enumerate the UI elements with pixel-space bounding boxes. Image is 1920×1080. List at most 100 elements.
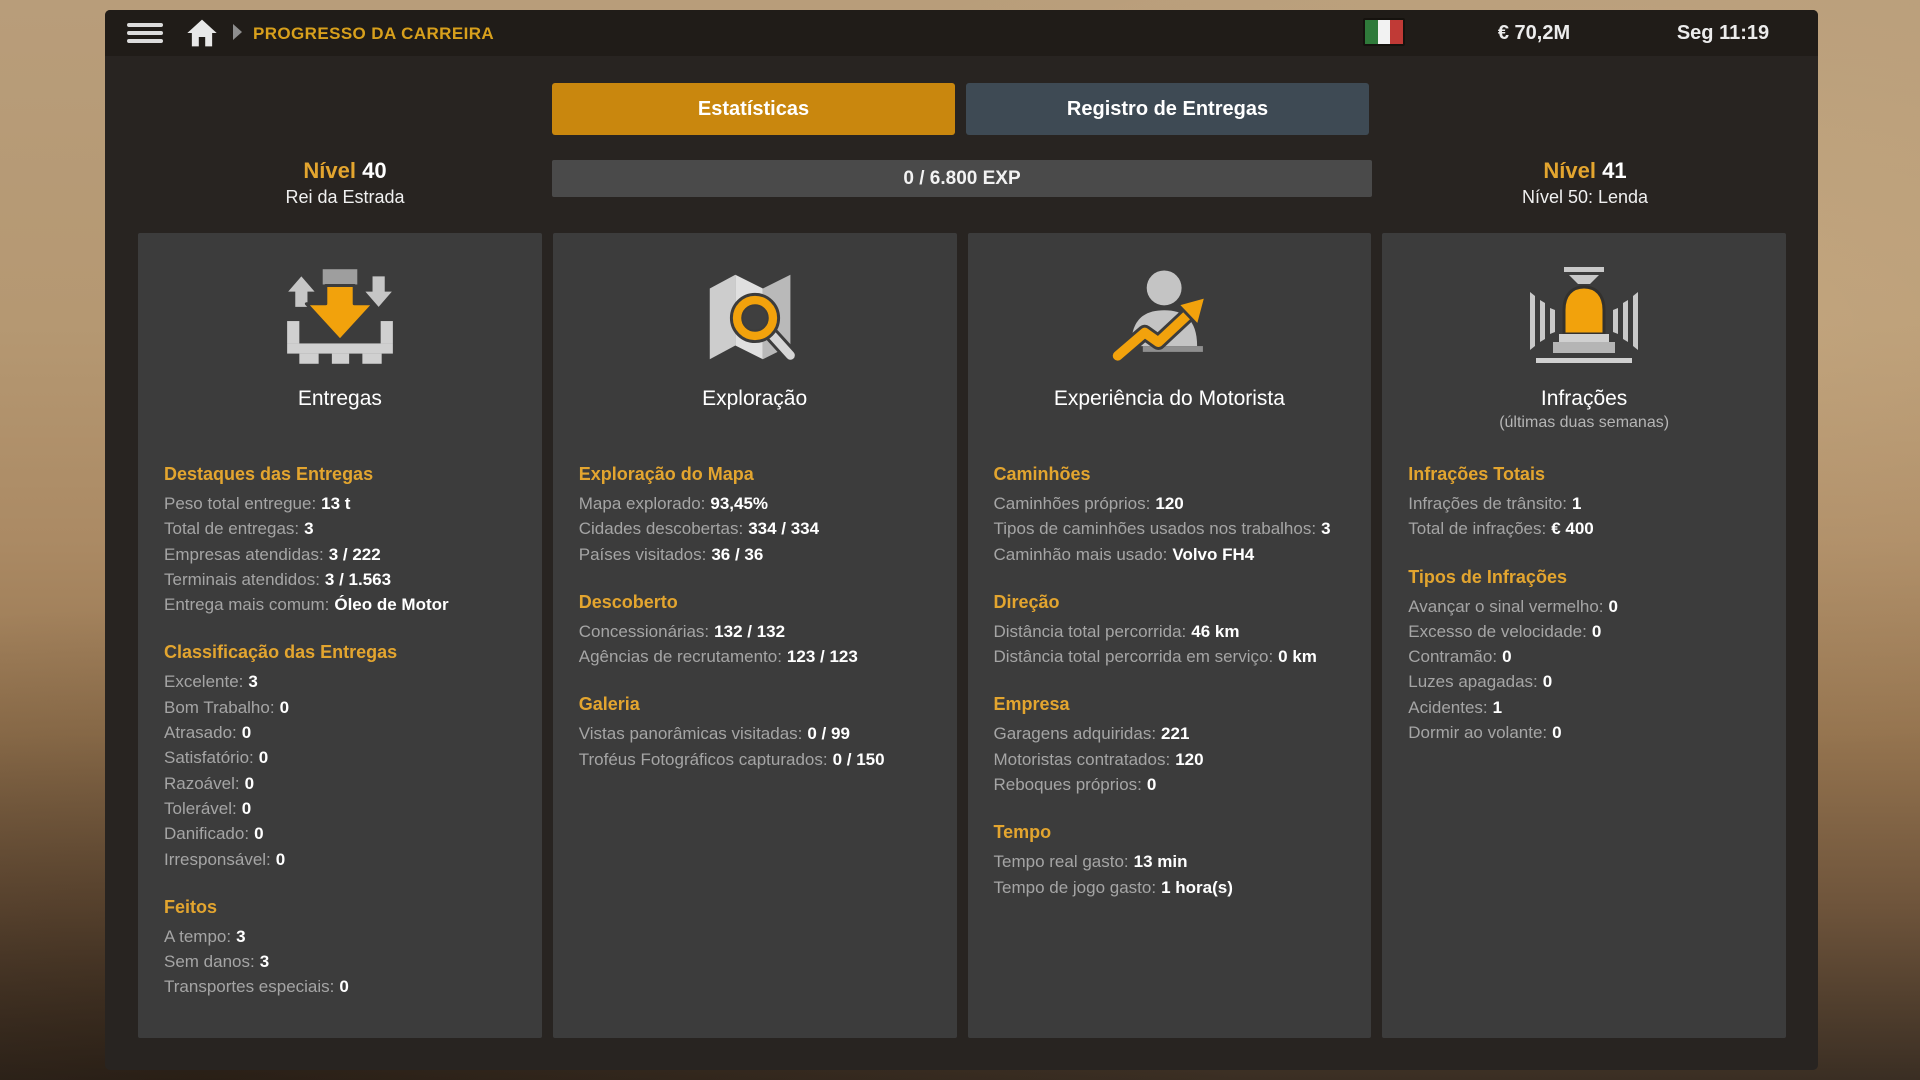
next-level: Nível 41: [1543, 158, 1627, 183]
stat-value: 36 / 36: [711, 544, 764, 564]
section-header: Descoberto: [578, 591, 678, 612]
exp-text: 0 / 6.800 EXP: [903, 167, 1021, 189]
stat-value: 334 / 334: [748, 519, 820, 539]
stat-row: A tempo: 3: [164, 924, 516, 949]
stats-section: Infrações Totais Infrações de trânsito: 1…: [1408, 462, 1760, 542]
card-title: Exploração: [702, 387, 808, 410]
chevron-right-icon: [233, 24, 242, 40]
section-header: Galeria: [578, 694, 640, 715]
stats-card: Entregas Destaques das Entregas Peso tot…: [138, 233, 542, 1038]
stat-row: Vistas panorâmicas visitadas: 0 / 99: [579, 721, 931, 746]
stat-label: Reboques próprios:: [993, 775, 1142, 795]
stats-section: Tipos de Infrações Avançar o sinal verme…: [1408, 565, 1760, 746]
menu-icon[interactable]: [127, 19, 167, 47]
stat-label: A tempo:: [164, 926, 232, 946]
stat-value: 0 km: [1278, 647, 1317, 667]
stat-value: 0: [1502, 647, 1512, 667]
stat-value: 0: [254, 824, 264, 844]
card-stats: Destaques das Entregas Peso total entreg…: [164, 462, 516, 1000]
stat-value: 0: [241, 723, 252, 743]
stats-section: Classificação das Entregas Excelente: 3 B…: [164, 640, 516, 871]
stat-value: 0 / 99: [807, 724, 850, 744]
card-title: Infrações: [1540, 387, 1628, 410]
section-header: Caminhões: [993, 464, 1091, 484]
stat-label: Troféus Fotográficos capturados:: [578, 749, 828, 769]
stat-label: Caminhão mais usado:: [993, 544, 1168, 564]
stat-label: Empresas atendidas:: [164, 544, 324, 564]
stat-row: Terminais atendidos: 3 / 1.563: [164, 567, 516, 592]
stat-value: 93,45%: [710, 494, 769, 513]
stats-section: Destaques das Entregas Peso total entreg…: [164, 462, 516, 617]
stat-label: Garagens adquiridas:: [993, 724, 1157, 744]
stat-label: Infrações de trânsito:: [1408, 494, 1568, 513]
game-time: Seg 11:19: [1676, 22, 1770, 44]
stat-row: Atrasado: 0: [164, 720, 516, 745]
stat-value: 3: [259, 952, 270, 972]
stat-label: Caminhões próprios:: [993, 494, 1151, 513]
infractions-icon: [1408, 253, 1760, 381]
stat-label: Tempo real gasto:: [993, 852, 1129, 872]
tab-statistics[interactable]: Estatísticas: [552, 83, 955, 135]
home-icon[interactable]: [185, 18, 219, 48]
stats-section: Tempo Tempo real gasto: 13 min Tempo de j…: [994, 820, 1346, 900]
stat-value: 0: [1608, 596, 1619, 616]
stat-label: Total de infrações:: [1408, 519, 1547, 539]
stat-row: Contramão: 0: [1408, 644, 1760, 669]
stat-label: Cidades descobertas:: [578, 519, 744, 539]
stat-row: Total de infrações: € 400: [1408, 516, 1760, 541]
stat-value: 0: [275, 849, 286, 869]
stat-value: 13 t: [321, 494, 351, 513]
section-header: Tipos de Infrações: [1408, 566, 1567, 587]
stat-row: Irresponsável: 0: [164, 847, 516, 872]
stat-label: Excesso de velocidade:: [1408, 621, 1587, 641]
stat-row: Tipos de caminhões usados nos trabalhos:…: [994, 516, 1346, 541]
stats-cards: Entregas Destaques das Entregas Peso tot…: [138, 233, 1786, 1038]
card-title: Experiência do Motorista: [1053, 387, 1285, 410]
stat-value: 1: [1572, 494, 1582, 513]
exp-progress-bar: 0 / 6.800 EXP: [552, 160, 1372, 197]
stat-row: Infrações de trânsito: 1: [1408, 491, 1760, 516]
tab-delivery-log[interactable]: Registro de Entregas: [966, 83, 1369, 135]
stat-value: 0: [258, 748, 269, 768]
stat-value: Óleo de Motor: [334, 595, 449, 615]
stat-label: Excelente:: [164, 672, 244, 692]
career-progress-panel: PROGRESSO DA CARREIRA € 70,2M Seg 11:19 …: [105, 10, 1818, 1070]
stat-label: Tempo de jogo gasto:: [993, 877, 1157, 897]
section-header: Exploração do Mapa: [578, 464, 754, 484]
stat-value: 221: [1161, 724, 1190, 744]
stat-row: Danificado: 0: [164, 821, 516, 846]
stat-label: Distância total percorrida em serviço:: [993, 647, 1274, 667]
stat-value: Volvo FH4: [1172, 544, 1255, 564]
stat-label: Razoável:: [164, 773, 240, 793]
stat-label: Vistas panorâmicas visitadas:: [578, 724, 803, 744]
stat-value: 0: [241, 798, 252, 818]
stat-label: Motoristas contratados:: [993, 749, 1171, 769]
section-header: Empresa: [993, 694, 1070, 715]
stat-row: Cidades descobertas: 334 / 334: [579, 516, 931, 541]
stats-section: Direção Distância total percorrida: 46 km…: [994, 590, 1346, 670]
stat-row: Troféus Fotográficos capturados: 0 / 150: [579, 747, 931, 772]
stat-label: Concessionárias:: [578, 621, 710, 641]
driver-xp-icon: [994, 253, 1346, 381]
stat-value: 3: [1321, 519, 1331, 539]
stat-row: Distância total percorrida em serviço: 0 …: [994, 644, 1346, 669]
next-level-block: Nível 41 Nível 50: Lenda: [1425, 158, 1745, 208]
stat-value: 120: [1175, 749, 1204, 769]
stats-card: Infrações (últimas duas semanas) Infraçõ…: [1382, 233, 1786, 1038]
stat-row: Tempo real gasto: 13 min: [994, 849, 1346, 874]
stat-label: Acidentes:: [1408, 697, 1488, 717]
card-title: Entregas: [297, 387, 382, 410]
section-header: Destaques das Entregas: [164, 464, 374, 484]
stat-label: Peso total entregue:: [164, 494, 317, 513]
stat-value: 3 / 222: [328, 544, 381, 564]
stat-row: Sem danos: 3: [164, 949, 516, 974]
stats-card: Exploração Exploração do Mapa Mapa explo…: [552, 233, 957, 1038]
stat-row: Concessionárias: 132 / 132: [579, 619, 931, 644]
stat-value: 3 / 1.563: [324, 569, 392, 589]
stat-row: Países visitados: 36 / 36: [579, 542, 931, 567]
stat-value: 0: [1542, 672, 1553, 692]
stat-value: 123 / 123: [786, 647, 858, 667]
stat-label: Terminais atendidos:: [164, 569, 320, 589]
stat-label: Bom Trabalho:: [164, 697, 275, 717]
stat-label: Transportes especiais:: [164, 977, 335, 997]
